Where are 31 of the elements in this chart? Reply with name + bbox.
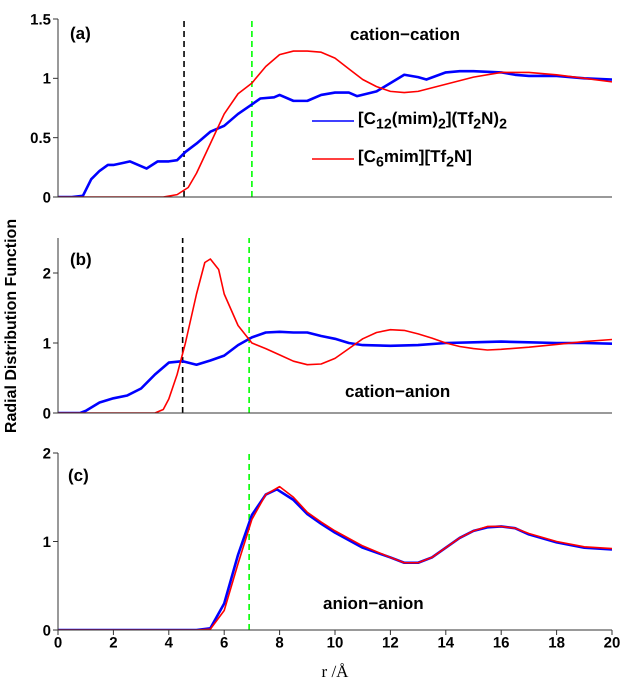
legend-label: [C$_{6}$mim][Tf$_{2}$N] [358, 147, 472, 171]
x-tick-label: 18 [548, 634, 565, 652]
y-tick-label: 1 [42, 335, 51, 352]
y-tick-label: 0 [42, 405, 51, 422]
x-tick-label: 4 [164, 634, 174, 652]
x-tick-label: 2 [109, 634, 118, 652]
x-tick-label: 10 [326, 634, 344, 652]
y-tick-label: 0 [42, 189, 51, 206]
annotation: (a) [70, 24, 91, 44]
x-tick-label: 8 [275, 634, 284, 652]
x-tick-label: 20 [604, 634, 620, 652]
y-axis-title: Radial Distribution Function [3, 218, 21, 433]
legend-label: [C$_{12}$(mim)$_{2}$](Tf$_{2}$N)$_{2}$ [358, 109, 507, 133]
x-tick-label: 16 [492, 634, 510, 652]
x-tick-label: 0 [54, 634, 62, 652]
x-tick-label: 14 [437, 634, 455, 652]
y-tick-label: 0.5 [30, 130, 51, 147]
y-tick-label: 1.5 [30, 11, 51, 28]
annotation: cation−anion [345, 382, 450, 402]
y-tick-label: 1 [42, 534, 51, 551]
annotation: cation−cation [350, 25, 460, 45]
y-tick-label: 2 [42, 445, 51, 462]
x-tick-label: 6 [220, 634, 228, 652]
annotation: (b) [70, 250, 92, 270]
y-tick-label: 0 [42, 622, 51, 640]
x-axis-title: r /Å [322, 662, 348, 682]
annotation: (c) [68, 466, 89, 486]
x-tick-label: 12 [382, 634, 399, 652]
annotation: anion−anion [323, 594, 424, 614]
y-tick-label: 1 [42, 70, 51, 88]
y-tick-label: 2 [42, 265, 51, 282]
